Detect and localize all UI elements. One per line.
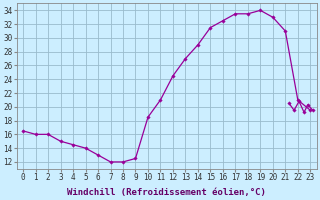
X-axis label: Windchill (Refroidissement éolien,°C): Windchill (Refroidissement éolien,°C) (67, 188, 266, 197)
